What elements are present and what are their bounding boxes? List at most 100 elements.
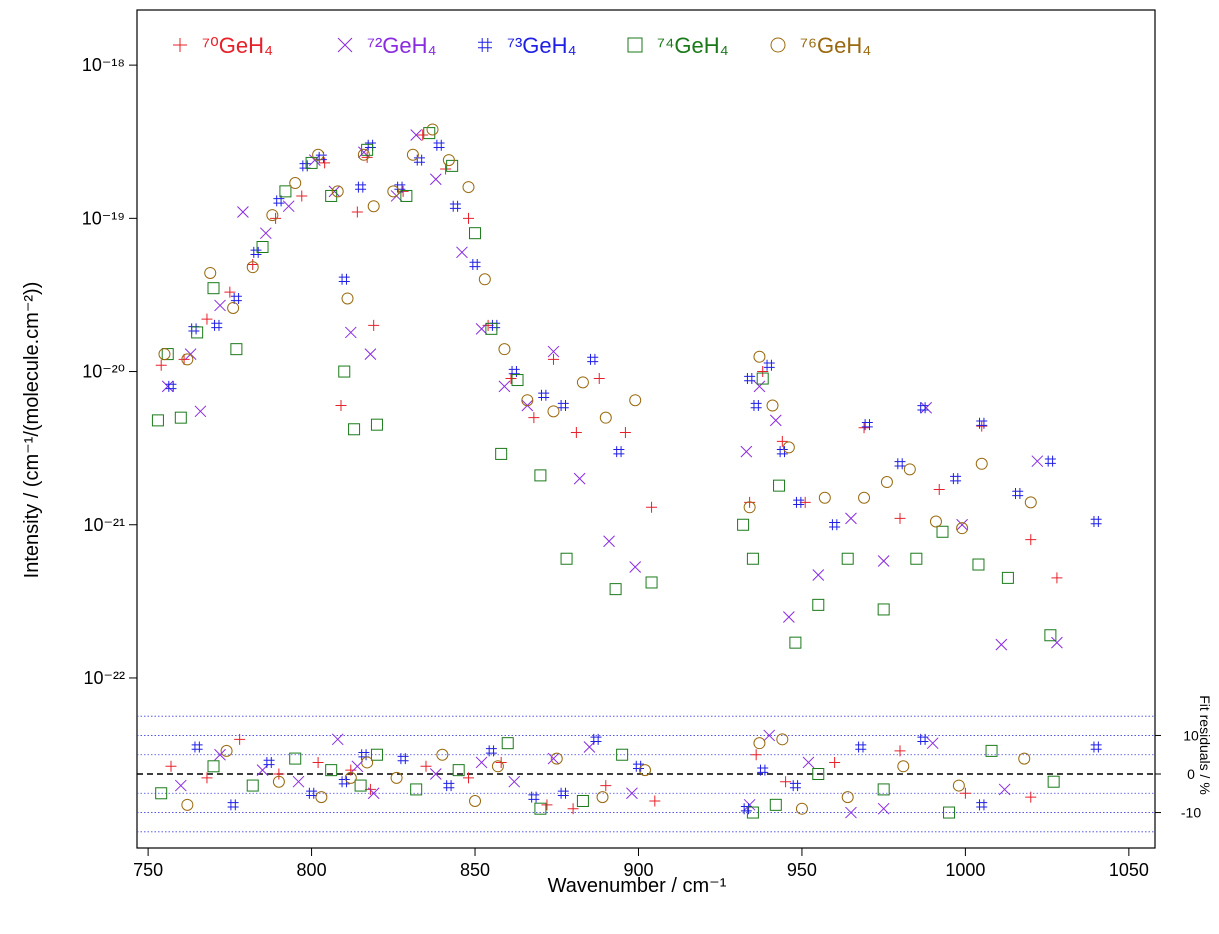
point: [289, 177, 302, 190]
point: [478, 273, 491, 286]
point: [769, 414, 782, 427]
point: [331, 185, 344, 198]
point: [646, 501, 658, 513]
point: [246, 261, 259, 274]
point: [345, 764, 357, 776]
point: [426, 123, 439, 136]
point: [184, 348, 197, 360]
point: [897, 760, 910, 773]
point: [315, 151, 327, 163]
point: [220, 744, 233, 757]
y-tick-label: 10⁻¹⁹: [82, 208, 125, 228]
point: [567, 803, 579, 815]
point: [306, 787, 318, 799]
point: [613, 446, 625, 458]
point: [178, 353, 190, 365]
legend-label: ⁷³GeH₄: [507, 33, 577, 58]
point: [750, 749, 762, 761]
point: [155, 359, 167, 371]
point: [841, 791, 854, 804]
point: [649, 795, 661, 807]
point: [877, 783, 890, 796]
point: [746, 552, 759, 565]
point: [348, 423, 361, 436]
point: [485, 745, 497, 757]
point: [449, 200, 461, 212]
point: [959, 787, 971, 799]
point: [795, 802, 808, 815]
point: [547, 353, 559, 365]
point: [337, 37, 353, 53]
point: [227, 301, 240, 314]
point: [587, 353, 599, 365]
point: [590, 733, 602, 745]
point: [256, 764, 269, 776]
point: [344, 771, 357, 784]
point: [308, 154, 321, 166]
point: [929, 515, 942, 528]
point: [740, 445, 753, 458]
point: [315, 791, 328, 804]
point: [400, 189, 413, 202]
point: [230, 292, 242, 304]
point: [1047, 775, 1060, 788]
point: [550, 752, 563, 765]
point: [475, 756, 488, 769]
point: [920, 401, 933, 414]
point: [305, 156, 318, 169]
plot-frame: [136, 9, 1156, 849]
point: [950, 473, 962, 485]
point: [442, 154, 455, 167]
point: [364, 348, 377, 360]
point: [224, 286, 236, 298]
point: [1025, 791, 1037, 803]
point: [976, 420, 988, 432]
point: [436, 748, 449, 761]
y-axis-title: Intensity / (cm⁻¹/(molecule.cm⁻²)): [21, 282, 43, 579]
point: [328, 185, 341, 198]
point: [576, 794, 589, 807]
point: [158, 348, 171, 361]
point: [619, 427, 631, 439]
point: [361, 151, 373, 163]
point: [845, 806, 857, 819]
point: [357, 148, 370, 161]
point: [858, 491, 871, 504]
point: [793, 496, 805, 508]
point: [998, 783, 1011, 796]
point: [917, 402, 929, 414]
point: [632, 760, 644, 772]
point: [478, 38, 492, 52]
point: [214, 748, 226, 761]
x-tick-label: 950: [787, 860, 817, 880]
point: [616, 748, 629, 761]
point: [312, 756, 324, 768]
x-tick-label: 850: [460, 860, 490, 880]
x-tick-label: 900: [623, 860, 653, 880]
point: [547, 752, 560, 765]
point: [744, 373, 756, 385]
point: [1051, 636, 1063, 649]
point: [165, 380, 177, 392]
point: [547, 405, 560, 418]
point: [335, 400, 347, 412]
point: [410, 783, 423, 796]
point: [573, 472, 586, 485]
point: [861, 419, 873, 431]
point: [600, 780, 612, 792]
point: [880, 476, 893, 489]
point: [753, 737, 766, 750]
point: [627, 37, 643, 53]
point: [191, 741, 203, 753]
point: [1044, 455, 1056, 467]
point: [952, 779, 965, 792]
y2-tick-label: -10: [1181, 805, 1201, 821]
point: [161, 348, 174, 361]
point: [926, 737, 939, 750]
point: [776, 733, 789, 746]
point: [629, 394, 642, 407]
point: [429, 173, 442, 186]
point: [528, 412, 540, 424]
point: [750, 400, 762, 412]
point: [757, 366, 769, 378]
